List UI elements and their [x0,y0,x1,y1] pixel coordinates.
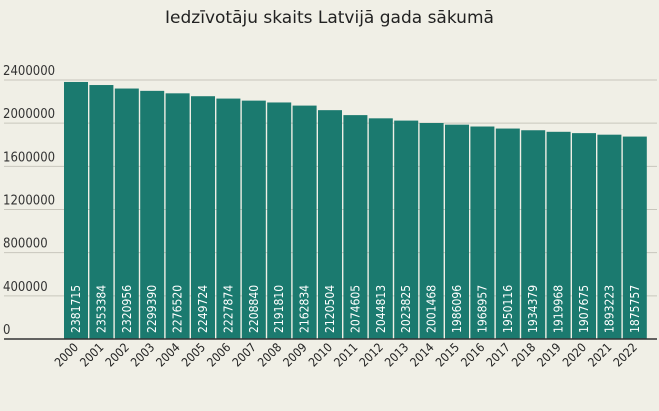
y-tick-label: 800000 [3,237,48,252]
bar [597,134,622,339]
x-tick-label: 2012 [357,340,386,369]
bar [267,102,292,340]
data-label: 2044813 [374,285,388,333]
data-label: 2249724 [196,285,210,333]
data-label: 2191810 [272,285,286,333]
y-tick-label: 1600000 [3,150,55,165]
x-tick-label: 2008 [255,340,284,369]
bar [343,115,368,340]
bar [445,124,469,339]
x-tick-label: 2022 [611,340,640,369]
data-label: 1934379 [526,285,540,333]
bar [546,131,571,339]
x-tick-label: 2009 [280,340,309,369]
data-label: 2023825 [399,285,413,333]
bar [140,90,165,339]
data-label: 2208840 [247,285,261,333]
bar [419,123,444,340]
x-tick-label: 2000 [52,340,81,369]
y-tick-label: 2400000 [3,64,55,79]
y-tick-label: 0 [3,323,10,338]
bar [572,133,596,339]
data-label: 2001468 [425,285,439,333]
bar [292,105,317,339]
data-label: 1907675 [577,285,591,333]
x-tick-label: 2015 [433,340,462,369]
x-tick-label: 2019 [534,340,563,369]
data-label: 1950116 [501,285,515,333]
x-tick-label: 2017 [484,340,513,369]
bar [368,118,393,339]
bar [318,110,342,339]
bar [241,100,266,339]
bar [495,128,520,339]
x-tick-label: 2007 [230,340,259,369]
x-tick-label: 2005 [179,340,208,369]
x-tick-label: 2016 [458,340,487,369]
x-tick-label: 2003 [128,340,157,369]
x-tick-label: 2002 [103,340,132,369]
data-label: 1919968 [552,285,566,333]
bar [191,96,215,339]
data-label: 2227874 [221,285,235,333]
data-label: 1968957 [475,285,489,333]
data-label: 2276520 [171,285,185,333]
x-tick-label: 2018 [509,340,538,369]
data-label: 2353384 [94,285,108,333]
y-tick-label: 1200000 [3,194,55,209]
x-tick-label: 2021 [585,340,614,369]
data-label: 1893223 [602,285,616,333]
bar [64,81,88,339]
x-tick-label: 2001 [77,340,106,369]
bar [165,93,190,339]
x-tick-label: 2010 [306,340,335,369]
data-label: 2381715 [69,285,83,333]
x-tick-label: 2011 [331,340,360,369]
data-label: 2320956 [120,285,134,333]
data-label: 2162834 [298,285,312,333]
data-label: 1986096 [450,285,464,333]
bar [470,126,495,339]
y-tick-label: 2000000 [3,107,55,122]
bar [394,120,419,339]
bar [521,130,546,339]
y-tick-label: 400000 [3,280,48,295]
data-label: 2299390 [145,285,159,333]
data-label: 2074605 [348,285,362,333]
data-label: 1875757 [628,285,642,333]
bar [89,85,114,339]
x-tick-label: 2020 [560,340,589,369]
data-label: 2120504 [323,285,337,333]
bar [216,98,241,340]
x-tick-label: 2014 [407,340,436,369]
bar [114,88,139,339]
bar [622,136,647,339]
chart-title: Iedzīvotāju skaits Latvijā gada sākumā [165,8,494,28]
x-tick-label: 2004 [153,340,182,369]
x-tick-label: 2013 [382,340,411,369]
x-tick-label: 2006 [204,340,233,369]
